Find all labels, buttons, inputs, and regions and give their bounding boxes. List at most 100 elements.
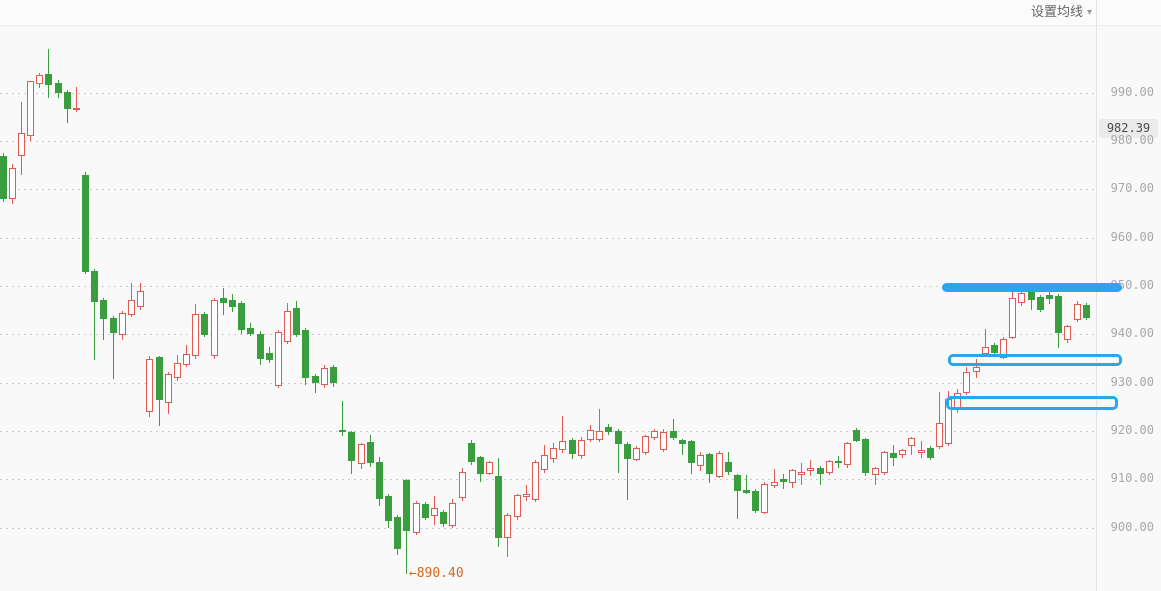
candle-body-down [238,303,246,331]
candle-body-down [63,91,71,110]
y-axis-gutter: 982.39 990.00 980.00 970.00 960.00 950.00 940… [1097,0,1161,591]
candle-body-up [27,81,35,137]
gridline-920.00 [0,431,1096,433]
candle-body-up [660,431,668,451]
candle-body-up [8,167,16,200]
candle-body-down [678,439,686,444]
y-tick-label: 930.00 [1110,374,1154,389]
candle-body-down [990,344,998,354]
candle-body-up [146,358,154,412]
candle-body-up [284,311,292,343]
candle-wick [938,391,940,449]
candle-body-down [476,457,484,474]
chart-toolbar: 设置均线 ▾ [0,0,1161,26]
candle-body-up [559,441,567,451]
candle-body-up [761,484,769,513]
candle-body-up [972,367,980,372]
candle-body-up [770,481,778,487]
candle-wick [314,373,316,393]
y-axis-line [1096,0,1097,591]
candle-body-up [1000,339,1008,359]
candle-body-down [889,452,897,458]
candle-body-up [844,442,852,466]
candle-body-down [229,299,236,307]
gridline-950.00 [0,286,1096,288]
candle-wick [874,466,876,486]
candle-body-down [311,375,319,384]
candle-body-up [550,448,558,459]
candle-body-up [871,467,879,475]
candle-body-up [880,451,888,474]
candle-body-down [1046,294,1054,300]
candle-body-down [926,447,934,458]
candle-body-up [504,515,512,539]
candle-body-down [752,490,760,511]
candle-body-down [743,489,751,493]
candle-body-up [128,300,136,316]
candle-body-down [293,308,301,336]
candle-body-down [348,431,356,461]
candle-body-up [825,460,833,474]
candle-body-up [587,429,595,441]
candle-wick [984,329,986,357]
candle-wick [75,87,77,113]
candle-body-down [733,475,741,492]
candle-body-up [596,431,604,440]
candle-body-down [265,353,273,361]
y-tick-label: 970.00 [1110,181,1154,196]
candle-body-up [183,354,191,365]
candle-body-down [91,271,99,303]
candle-body-up [486,461,494,474]
candle-body-down [403,480,411,531]
candle-body-down [669,430,677,438]
candle-body-down [614,431,622,445]
price-level-bar-3[interactable] [946,395,1118,410]
candle-wick [920,440,922,458]
candle-wick [681,438,683,455]
price-level-bar-2[interactable] [948,354,1122,366]
candle-body-down [339,429,347,433]
candle-body-up [164,373,172,404]
candle-body-up [137,290,145,308]
candle-wick [746,475,748,495]
candle-wick [562,416,564,453]
candle-body-up [531,461,539,500]
candle-body-down [375,461,383,499]
candle-body-up [1018,292,1026,303]
y-tick-label: 940.00 [1110,326,1154,341]
gridline-910.00 [0,479,1096,481]
candle-body-up [715,452,723,477]
candle-body-up [36,74,44,84]
gridline-940.00 [0,334,1096,336]
candle-body-up [917,449,925,453]
candle-body-up [522,493,530,498]
price-level-bar-1[interactable] [942,283,1122,293]
candle-body-down [109,318,117,334]
candle-wick [599,409,601,442]
ma-settings-dropdown[interactable]: 设置均线 ▾ [1031,4,1092,21]
candle-wick [617,429,619,473]
candle-wick [736,473,738,519]
candle-body-down [1027,290,1035,300]
candle-body-up [963,371,971,393]
candle-body-down [623,443,631,459]
candle-body-down [366,442,374,464]
candle-body-down [495,476,503,539]
candle-wick [525,485,527,502]
candle-body-up [935,422,943,447]
y-tick-label: 990.00 [1110,84,1154,99]
candle-body-up [458,471,466,499]
candle-body-up [908,437,916,447]
candle-body-down [706,454,714,474]
candle-body-up [17,132,25,156]
candle-body-down [0,155,7,200]
candle-body-up [981,347,989,355]
candle-body-up [899,450,907,456]
candle-body-up [577,440,585,457]
candle-body-down [862,439,870,473]
candle-body-down [394,516,402,549]
y-tick-label: 920.00 [1110,423,1154,438]
candle-wick [672,419,674,441]
candle-wick [773,468,775,489]
current-price-tag: 982.39 [1099,119,1158,139]
